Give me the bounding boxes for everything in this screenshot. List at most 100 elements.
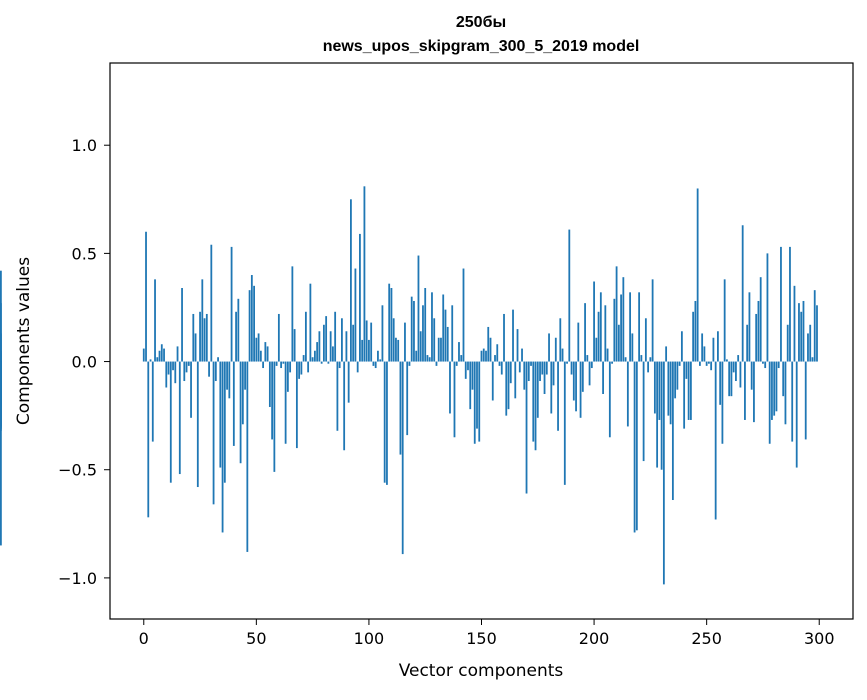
bar (172, 361, 174, 371)
bar (550, 361, 553, 414)
bar (807, 333, 809, 362)
bar (696, 188, 699, 362)
bar (701, 333, 704, 362)
bar (566, 361, 568, 364)
bar (638, 292, 641, 362)
bar (599, 292, 602, 362)
bar (717, 331, 719, 362)
bar (518, 361, 521, 373)
bar (433, 318, 436, 362)
bar (597, 311, 600, 362)
bar (482, 348, 485, 362)
bar (226, 361, 228, 390)
bar (509, 361, 512, 384)
bar (316, 342, 319, 362)
bar (401, 361, 404, 555)
bar (253, 285, 255, 362)
bar (237, 298, 240, 362)
bar (766, 253, 769, 362)
bar (527, 361, 530, 382)
bar (259, 350, 262, 362)
y-tick-label: 0.5 (72, 244, 97, 263)
bar (543, 361, 546, 394)
bar (244, 361, 246, 390)
bar (539, 361, 541, 382)
bar (345, 331, 348, 362)
bar (332, 346, 334, 362)
bar (730, 361, 733, 397)
bar (228, 361, 231, 399)
bar (440, 337, 442, 362)
bar (257, 333, 260, 362)
bar (789, 246, 791, 362)
bar (473, 361, 476, 444)
bar (703, 346, 706, 362)
bar (611, 361, 613, 364)
bar (593, 281, 595, 362)
bar (460, 355, 463, 362)
bar (266, 346, 269, 362)
bar (277, 313, 280, 362)
bar (221, 361, 224, 533)
bar (343, 361, 346, 451)
bar (341, 318, 343, 362)
bar (426, 355, 429, 362)
bar (304, 311, 307, 362)
bar (410, 296, 413, 362)
bar (192, 313, 195, 362)
bar (262, 361, 264, 369)
bar (753, 361, 755, 423)
bar (811, 357, 814, 362)
bar (671, 361, 674, 501)
bar (757, 300, 760, 362)
bar (505, 361, 508, 416)
bar (205, 313, 208, 362)
bar (651, 279, 654, 362)
bar (255, 337, 258, 362)
bar (154, 279, 156, 362)
bar (372, 361, 375, 366)
y-tick-label: −1.0 (58, 569, 97, 588)
bar (755, 313, 758, 362)
bar (608, 361, 611, 438)
bar (282, 361, 285, 364)
bar (496, 344, 499, 362)
bar (147, 361, 150, 518)
bar (525, 361, 528, 494)
bar (363, 186, 366, 362)
bar (575, 361, 577, 412)
bar (275, 361, 278, 366)
bar (640, 355, 643, 362)
bar (489, 337, 492, 362)
bar (467, 361, 469, 371)
bar (498, 361, 501, 366)
bar (552, 361, 555, 386)
bar (813, 290, 816, 362)
bar (570, 361, 573, 375)
bar (424, 288, 427, 362)
bar (419, 331, 422, 362)
bar (381, 305, 384, 362)
bar (212, 361, 215, 505)
bar (313, 350, 316, 362)
bar (530, 361, 532, 366)
bar (397, 339, 400, 362)
bar (169, 361, 172, 483)
bar (428, 357, 431, 362)
bar (494, 355, 496, 362)
bar (606, 348, 609, 362)
bar (167, 361, 170, 375)
bar (149, 359, 152, 362)
bar (156, 357, 159, 362)
bar (692, 311, 695, 362)
bar (336, 361, 339, 431)
bar (145, 231, 147, 362)
bar (802, 300, 805, 362)
bar (217, 357, 219, 362)
bar (557, 361, 559, 431)
bar (413, 300, 415, 362)
bar (712, 337, 715, 362)
x-tick-label: 50 (246, 629, 266, 648)
bar (775, 361, 778, 412)
